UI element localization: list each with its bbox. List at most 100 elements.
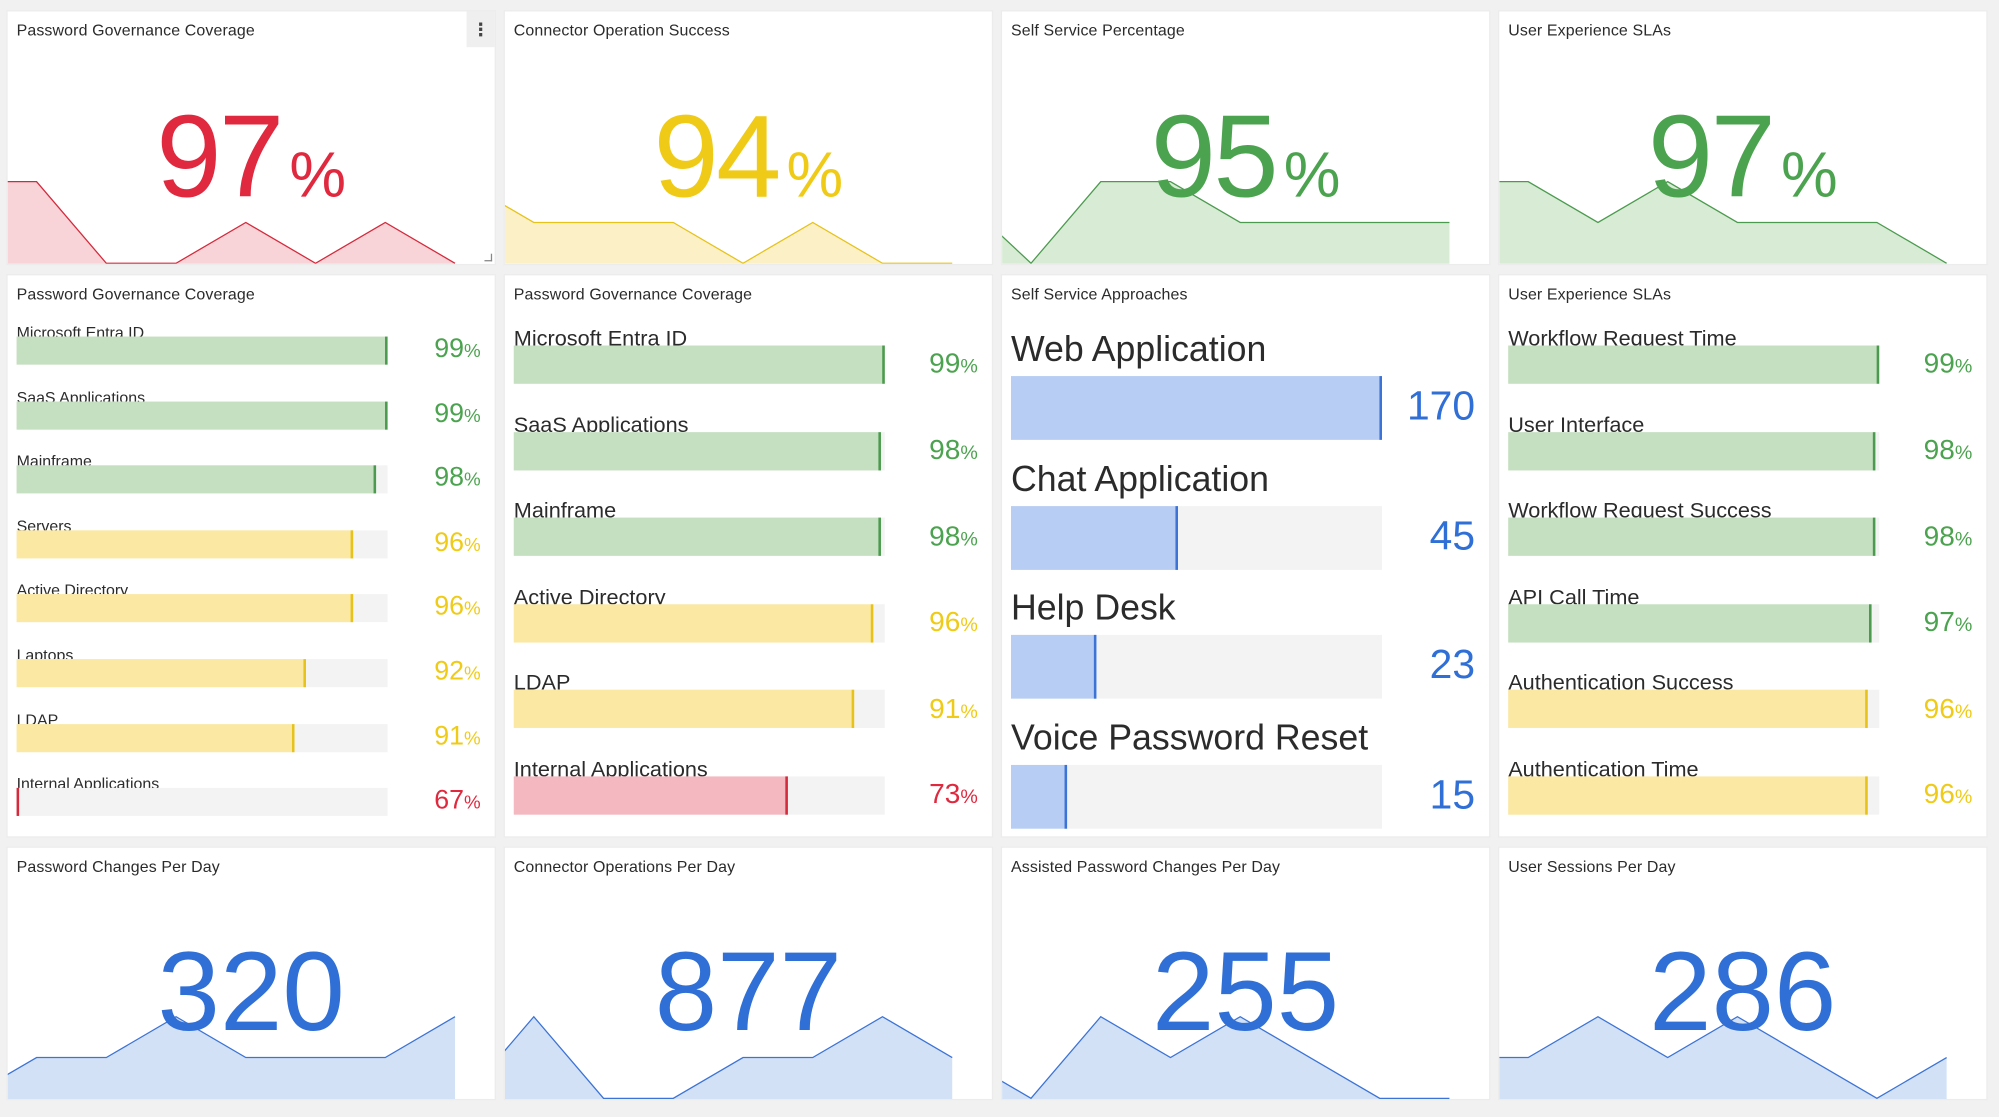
progress-fill xyxy=(16,723,295,752)
value-unit: % xyxy=(960,528,978,551)
panel-menu-button[interactable]: ⋮ xyxy=(466,11,495,48)
progress-track xyxy=(1010,764,1382,829)
progress-fill xyxy=(16,530,354,559)
value-number: 67 xyxy=(434,785,464,815)
progress-track xyxy=(1508,517,1880,557)
progress-track xyxy=(1010,376,1382,440)
kpi-value: 97% xyxy=(8,91,495,225)
progress-marker xyxy=(882,345,885,384)
value-number: 170 xyxy=(1406,382,1476,429)
count-number: 255 xyxy=(1151,928,1340,1055)
bar-list-item: Authentication Time 96% xyxy=(1508,757,1977,836)
item-value: 96% xyxy=(434,528,480,559)
value-number: 45 xyxy=(1429,512,1476,558)
bar-list-item: LDAP 91% xyxy=(16,711,486,776)
progress-marker xyxy=(16,788,20,817)
progress-fill xyxy=(513,517,881,557)
kpi-panel: Connector Operation Success 94% xyxy=(504,11,992,264)
value-unit: % xyxy=(1954,614,1973,637)
value-unit: % xyxy=(960,442,978,465)
bar-list-item: Chat Application 45 xyxy=(1010,458,1480,587)
progress-fill xyxy=(1010,764,1068,829)
value-unit: % xyxy=(463,728,481,750)
progress-fill xyxy=(1010,634,1097,699)
value-number: 99 xyxy=(434,333,464,364)
bar-list-item: User Interface 98% xyxy=(1508,413,1977,499)
progress-fill xyxy=(1508,690,1868,729)
value-unit: % xyxy=(463,599,481,621)
item-value: 98% xyxy=(1924,520,1973,553)
sparkline-area xyxy=(504,1016,953,1099)
bar-list-item: Active Directory 96% xyxy=(16,582,486,647)
bar-list-item: Help Desk 23 xyxy=(1010,588,1480,717)
item-label: Voice Password Reset xyxy=(1010,717,1369,757)
bar-list-item: Workflow Request Success 98% xyxy=(1508,499,1977,585)
item-value: 98% xyxy=(929,520,978,553)
item-value: 99% xyxy=(434,334,480,365)
progress-marker xyxy=(385,336,388,365)
item-value: 97% xyxy=(1924,606,1973,639)
bar-list-item: Servers 96% xyxy=(16,517,486,582)
value-unit: % xyxy=(960,614,978,637)
bar-list-item: Laptops 92% xyxy=(16,646,486,711)
sparkline-area xyxy=(7,181,456,264)
sparkline-line xyxy=(1499,1015,1947,1099)
count-value: 877 xyxy=(505,927,992,1057)
count-panel: Assisted Password Changes Per Day 255 xyxy=(1002,847,1490,1099)
sparkline-chart xyxy=(1499,180,1947,264)
item-value: 96% xyxy=(434,592,480,623)
progress-track xyxy=(1010,505,1382,570)
value-unit: % xyxy=(1954,787,1973,809)
progress-track xyxy=(16,788,388,817)
sparkline-chart xyxy=(1002,1015,1450,1099)
item-label: Web Application xyxy=(1010,328,1267,369)
item-value: 99% xyxy=(929,347,978,380)
panel-title: Password Governance Coverage xyxy=(16,285,255,304)
value-number: 98 xyxy=(1923,433,1955,466)
value-number: 91 xyxy=(434,721,464,751)
progress-track xyxy=(16,530,388,559)
progress-track xyxy=(513,431,885,470)
count-panel: Connector Operations Per Day 877 xyxy=(504,847,992,1099)
bar-list-panel: Self Service Approaches Web Application 17… xyxy=(1002,275,1490,837)
sparkline-chart xyxy=(7,181,456,264)
progress-track xyxy=(513,776,885,815)
panel-title: Self Service Approaches xyxy=(1010,285,1188,304)
value-unit: % xyxy=(1954,700,1973,723)
item-value: 15 xyxy=(1430,771,1475,818)
sparkline-area xyxy=(7,1016,456,1099)
bar-list-item: Web Application 170 xyxy=(1010,328,1480,458)
sparkline-chart xyxy=(504,1015,953,1099)
value-number: 96 xyxy=(434,592,464,622)
value-number: 91 xyxy=(929,691,961,724)
count-number: 286 xyxy=(1649,928,1837,1055)
resize-handle[interactable] xyxy=(484,253,493,262)
bar-list-item: Workflow Request Time 99% xyxy=(1508,326,1977,412)
count-value: 286 xyxy=(1499,927,1986,1057)
progress-fill xyxy=(513,690,855,729)
progress-marker xyxy=(1872,431,1876,470)
progress-track xyxy=(513,345,885,384)
value-number: 96 xyxy=(929,605,961,638)
bar-list-item: Active Directory 96% xyxy=(513,585,983,671)
value-unit: % xyxy=(463,470,481,492)
value-unit: % xyxy=(960,700,978,723)
sparkline-line xyxy=(504,1015,953,1099)
progress-marker xyxy=(878,431,881,470)
progress-track xyxy=(16,465,388,494)
bar-list-item: Microsoft Entra ID 99% xyxy=(16,324,486,389)
count-value: 320 xyxy=(8,927,495,1057)
value-number: 99 xyxy=(434,398,464,428)
kpi-unit: % xyxy=(1780,138,1838,211)
value-number: 96 xyxy=(1923,691,1955,724)
progress-marker xyxy=(350,530,354,559)
bar-list-item: Microsoft Entra ID 99% xyxy=(513,326,983,412)
panel-title: Password Changes Per Day xyxy=(16,858,220,876)
progress-track xyxy=(513,690,885,729)
panel-title: Password Governance Coverage xyxy=(16,21,255,40)
progress-marker xyxy=(1175,505,1179,570)
bar-list-item: Voice Password Reset 15 xyxy=(1010,717,1480,836)
progress-fill xyxy=(1508,776,1868,815)
progress-track xyxy=(1508,690,1880,729)
panel-title: Connector Operation Success xyxy=(513,21,730,40)
